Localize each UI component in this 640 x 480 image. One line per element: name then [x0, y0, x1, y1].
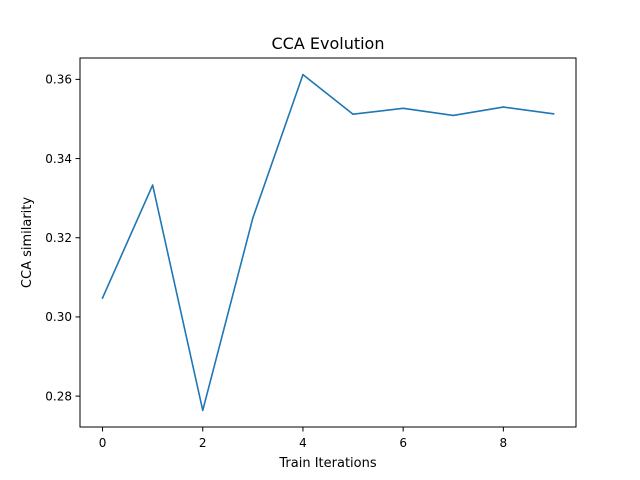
data-point	[452, 114, 455, 117]
data-point	[552, 113, 555, 115]
data-point	[101, 297, 104, 299]
data-point	[201, 409, 204, 412]
x-axis-label: Train Iterations	[278, 456, 376, 471]
chart-title: CCA Evolution	[272, 34, 385, 53]
data-point	[151, 184, 154, 186]
data-point	[252, 217, 254, 219]
x-tick-label: 8	[500, 436, 508, 450]
y-tick-label: 0.28	[45, 389, 72, 403]
x-tick-label: 2	[199, 436, 207, 450]
y-tick-label: 0.36	[45, 73, 72, 87]
x-axis-ticks: 0 2 4 6 8	[99, 427, 507, 450]
series-layer	[101, 73, 555, 412]
data-point	[352, 113, 354, 116]
x-tick-label: 4	[299, 436, 307, 450]
x-tick-label: 6	[399, 436, 407, 450]
x-tick-label: 0	[99, 436, 107, 450]
y-axis-ticks: 0.28 0.30 0.32 0.34 0.36	[45, 73, 80, 403]
plot-area	[79, 57, 577, 428]
data-point	[502, 106, 505, 108]
y-axis-label: CCA similarity	[20, 197, 35, 288]
data-point	[302, 73, 304, 76]
y-tick-label: 0.34	[45, 152, 72, 166]
data-point	[402, 107, 404, 110]
y-tick-label: 0.30	[45, 310, 72, 324]
series-line	[101, 73, 555, 412]
y-tick-label: 0.32	[45, 231, 72, 245]
